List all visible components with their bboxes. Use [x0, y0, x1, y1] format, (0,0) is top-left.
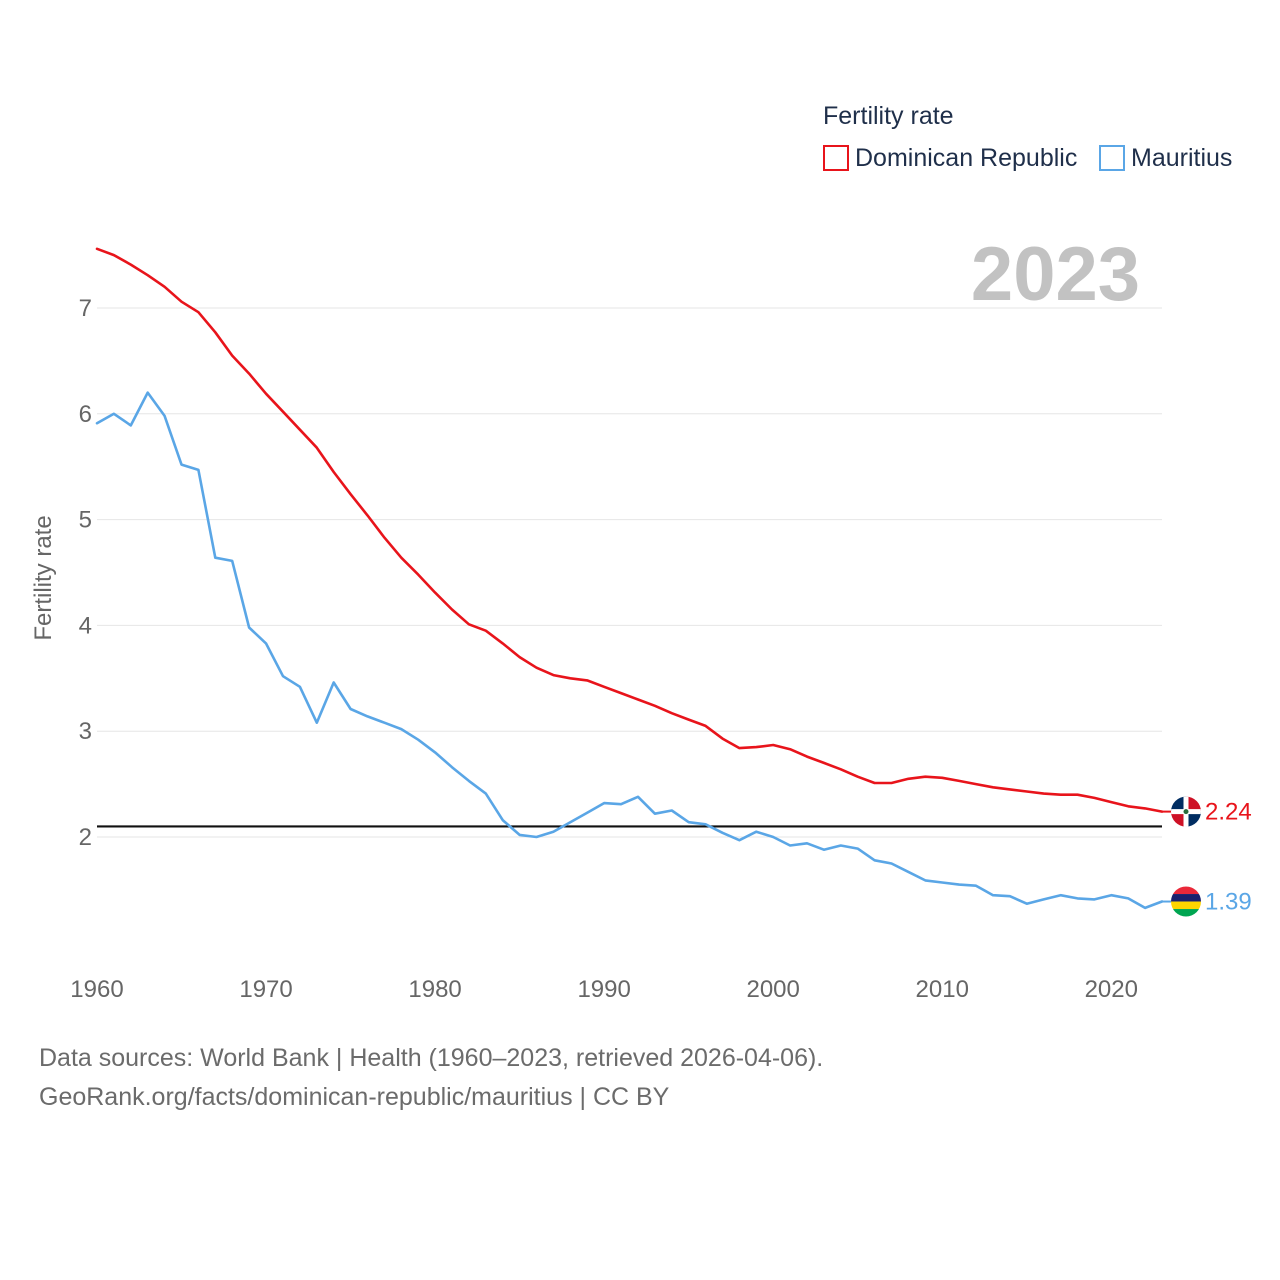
x-tick-label-2000: 2000 — [746, 976, 799, 1003]
mauritius-flag-icon — [1171, 886, 1201, 917]
end-value-dominican-republic: 2.24 — [1205, 799, 1252, 826]
legend-title: Fertility rate — [823, 102, 954, 130]
year-label: 2023 — [971, 232, 1140, 317]
legend-swatch-dominican-republic — [823, 145, 849, 171]
legend-swatch-mauritius — [1099, 145, 1125, 171]
y-tick-label-2: 2 — [79, 824, 92, 851]
legend-label-mauritius[interactable]: Mauritius — [1131, 144, 1232, 172]
x-ticks: 1960 1970 1980 1990 2000 2010 2020 — [70, 976, 1138, 1003]
legend: Fertility rate Dominican Republic Maurit… — [823, 102, 1232, 172]
grid — [97, 307, 1162, 838]
x-tick-label-1980: 1980 — [408, 976, 461, 1003]
footer-sources: Data sources: World Bank | Health (1960–… — [39, 1044, 824, 1072]
y-tick-label-5: 5 — [79, 507, 92, 534]
y-ticks: 2 3 4 5 6 7 — [79, 295, 92, 851]
series-line-dominican-republic[interactable] — [95, 247, 1164, 813]
footer-link[interactable]: GeoRank.org/facts/dominican-republic/mau… — [39, 1083, 670, 1111]
x-tick-label-1960: 1960 — [70, 976, 123, 1003]
y-tick-label-7: 7 — [79, 295, 92, 322]
x-tick-label-2020: 2020 — [1085, 976, 1138, 1003]
end-value-mauritius: 1.39 — [1205, 889, 1252, 916]
x-tick-label-2010: 2010 — [916, 976, 969, 1003]
y-tick-label-3: 3 — [79, 718, 92, 745]
y-tick-label-6: 6 — [79, 401, 92, 428]
series-line-mauritius[interactable] — [95, 391, 1164, 910]
y-axis-label: Fertility rate — [30, 515, 57, 640]
x-tick-label-1990: 1990 — [577, 976, 630, 1003]
legend-label-dominican-republic[interactable]: Dominican Republic — [855, 144, 1077, 172]
series-lines — [95, 247, 1171, 910]
dominican-republic-flag-icon — [1171, 796, 1201, 827]
x-tick-label-1970: 1970 — [239, 976, 292, 1003]
y-tick-label-4: 4 — [79, 612, 92, 639]
